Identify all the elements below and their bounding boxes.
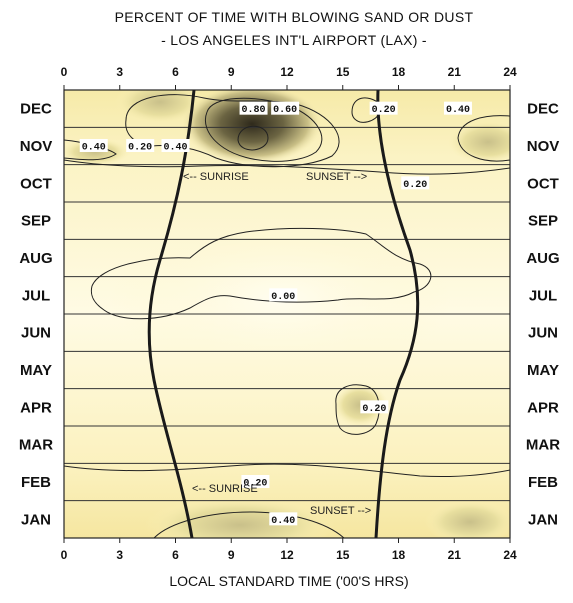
contour-label-bg [443, 101, 472, 115]
month-label-right: JAN [528, 511, 558, 528]
y-axis-months: DEC DEC NOV NOV OCT OCT SEP SEP AUG AUG JUL JUL JUN J… [19, 101, 560, 529]
x-axis-ticks: 0 0 3 3 6 6 9 9 12 12 15 15 18 18 21 21 24 24 [61, 65, 517, 562]
contour-label-bg [369, 101, 398, 115]
chart-title: PERCENT OF TIME WITH BLOWING SAND OR DUS… [115, 9, 474, 25]
month-label-left: OCT [20, 175, 52, 192]
contour-label: 0.60 [273, 105, 297, 116]
x-tick-label-bottom: 3 [116, 548, 123, 562]
x-tick-label-top: 9 [228, 65, 235, 79]
month-label-left: SEP [21, 213, 51, 230]
month-label-right: MAY [527, 362, 559, 379]
x-tick-label-bottom: 18 [392, 548, 406, 562]
contour-000-summer [90, 227, 432, 320]
contour-label: 0.20 [372, 105, 396, 116]
contour-lines [64, 94, 510, 538]
x-axis-label: LOCAL STANDARD TIME ('00'S HRS) [169, 573, 408, 589]
sunset-label-upper: SUNSET --> [306, 171, 367, 183]
month-label-left: APR [20, 399, 52, 416]
contour-020-oct [64, 159, 510, 175]
chart-subtitle: - LOS ANGELES INT'L AIRPORT (LAX) - [161, 32, 427, 48]
sunset-label-lower: SUNSET --> [310, 505, 371, 517]
month-label-left: AUG [19, 250, 52, 267]
x-tick-label-top: 24 [503, 65, 517, 79]
shade-apr [332, 383, 388, 427]
sun-annotations: <-- SUNRISE SUNSET --> <-- SUNRISE SUNSE… [183, 171, 371, 517]
contour-label: 0.40 [271, 516, 295, 527]
shade-dec-left [115, 90, 205, 124]
contour-label: 0.20 [128, 143, 152, 154]
contour-label-bg [401, 176, 430, 190]
sunrise-label-lower: <-- SUNRISE [192, 483, 258, 495]
month-label-left: MAY [20, 362, 52, 379]
contour-label: 0.80 [242, 105, 266, 116]
x-tick-label-bottom: 6 [172, 548, 179, 562]
contour-040-jan [153, 511, 345, 538]
month-label-right: AUG [526, 250, 559, 267]
month-label-right: APR [527, 399, 559, 416]
contour-label-bg [360, 400, 389, 414]
x-tick-label-bottom: 21 [448, 548, 462, 562]
x-tick-label-bottom: 12 [280, 548, 294, 562]
sunrise-curve [147, 90, 196, 538]
contour-020-feb [64, 463, 510, 478]
x-tick-label-top: 12 [280, 65, 294, 79]
daylight-curves [147, 90, 420, 538]
x-tick-label-top: 21 [448, 65, 462, 79]
month-label-left: JAN [21, 511, 51, 528]
contour-040-center [125, 94, 340, 168]
month-label-right: DEC [527, 101, 559, 118]
contour-label-bg [79, 139, 108, 152]
x-tick-label-bottom: 9 [228, 548, 235, 562]
contour-label-bg [269, 288, 298, 302]
sunrise-label-upper: <-- SUNRISE [183, 171, 249, 183]
contour-label-bg [239, 101, 268, 115]
month-label-right: JUL [529, 287, 557, 304]
month-gridlines [64, 126, 510, 502]
contour-label-bg [269, 512, 298, 526]
month-label-right: MAR [526, 437, 560, 454]
contour-040-nov-right [457, 115, 510, 162]
contour-040-dec-right [351, 97, 382, 123]
contour-labels: 0.80 0.60 0.40 0.40 0.40 0.20 0.20 0.20 0.00 0.20… [79, 101, 472, 527]
sunset-curve [374, 90, 420, 538]
contour-080 [237, 125, 269, 151]
month-label-right: OCT [527, 175, 559, 192]
contour-020-apr [335, 384, 380, 435]
shade-dec-right [448, 120, 510, 164]
contour-label-bg [161, 139, 190, 152]
contour-label-bg [271, 101, 300, 115]
month-label-left: DEC [20, 101, 52, 118]
x-tick-label-top: 3 [116, 65, 123, 79]
contour-label: 0.20 [243, 479, 267, 490]
x-tick-label-bottom: 24 [503, 548, 517, 562]
contour-label: 0.00 [271, 292, 295, 303]
month-label-right: NOV [527, 138, 560, 155]
contour-label: 0.40 [82, 143, 106, 154]
month-label-right: FEB [528, 474, 558, 491]
contour-label: 0.20 [362, 404, 386, 415]
contour-label: 0.40 [163, 143, 187, 154]
x-tick-label-bottom: 15 [336, 548, 350, 562]
x-tick-label-top: 18 [392, 65, 406, 79]
month-label-left: NOV [20, 138, 53, 155]
x-tick-label-top: 15 [336, 65, 350, 79]
contour-label-bg [126, 139, 155, 152]
shade-jan-right [425, 500, 510, 538]
x-tick-label-top: 0 [61, 65, 68, 79]
month-label-left: JUL [22, 287, 50, 304]
contour-label: 0.40 [446, 105, 470, 116]
month-label-left: MAR [19, 437, 53, 454]
x-tick-label-bottom: 0 [61, 548, 68, 562]
shade-jan-center [145, 497, 335, 538]
contour-label-bg [241, 475, 270, 488]
month-label-right: SEP [528, 213, 558, 230]
month-label-left: FEB [21, 474, 51, 491]
month-label-right: JUN [528, 325, 558, 342]
contour-060 [204, 97, 323, 162]
x-tick-label-top: 6 [172, 65, 179, 79]
month-label-left: JUN [21, 325, 51, 342]
contour-label: 0.20 [403, 180, 427, 191]
